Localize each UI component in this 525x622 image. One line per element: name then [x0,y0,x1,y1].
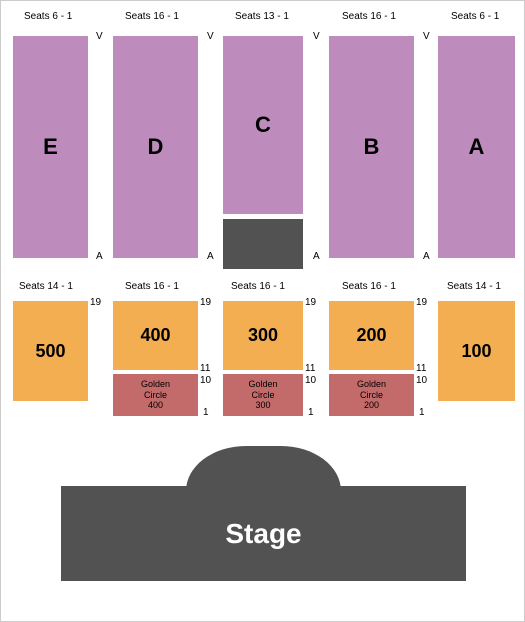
stage: Stage [61,486,466,581]
seats-label: Seats 16 - 1 [231,281,285,292]
seats-label: Seats 6 - 1 [24,11,72,22]
row-label: 11 [305,363,315,374]
row-label: 11 [416,363,426,374]
golden-l2: Circle [144,390,167,400]
row-label: V [313,31,320,42]
row-label: A [423,251,430,262]
row-label: A [313,251,320,262]
section-label: 500 [35,341,65,362]
lower-section-100[interactable]: 100 [438,301,515,401]
seats-label: Seats 16 - 1 [342,11,396,22]
row-label: 10 [416,375,427,386]
row-label: A [207,251,214,262]
row-label: 19 [305,297,316,308]
golden-l3: 200 [364,400,379,410]
golden-l2: Circle [360,390,383,400]
golden-circle-200[interactable]: Golden Circle 200 [329,374,414,416]
seats-label: Seats 14 - 1 [447,281,501,292]
seats-label: Seats 14 - 1 [19,281,73,292]
section-label: 400 [140,325,170,346]
section-label: D [148,134,164,160]
row-label: 1 [203,407,209,418]
lower-section-200[interactable]: 200 [329,301,414,370]
row-label: 19 [416,297,427,308]
row-label: 19 [90,297,101,308]
lower-section-500[interactable]: 500 [13,301,88,401]
section-label: 100 [461,341,491,362]
golden-circle-400[interactable]: Golden Circle 400 [113,374,198,416]
upper-section-B[interactable]: B [329,36,414,258]
lower-section-300[interactable]: 300 [223,301,303,370]
seating-chart: E D C B A Seats 6 - 1 Seats 16 - 1 Seats… [0,0,525,622]
section-label: C [255,112,271,138]
seats-label: Seats 13 - 1 [235,11,289,22]
golden-l3: 400 [148,400,163,410]
lower-section-400[interactable]: 400 [113,301,198,370]
section-label: B [364,134,380,160]
section-label: 200 [356,325,386,346]
upper-section-D[interactable]: D [113,36,198,258]
golden-l1: Golden [248,379,277,389]
golden-l1: Golden [141,379,170,389]
golden-circle-300[interactable]: Golden Circle 300 [223,374,303,416]
golden-l1: Golden [357,379,386,389]
row-label: 1 [419,407,425,418]
seats-label: Seats 16 - 1 [342,281,396,292]
golden-l2: Circle [251,390,274,400]
row-label: V [423,31,430,42]
golden-l3: 300 [255,400,270,410]
seats-label: Seats 16 - 1 [125,11,179,22]
upper-section-E[interactable]: E [13,36,88,258]
row-label: 10 [305,375,316,386]
dark-block [223,219,303,269]
row-label: 10 [200,375,211,386]
row-label: 11 [200,363,210,374]
upper-section-C[interactable]: C [223,36,303,214]
section-label: A [469,134,485,160]
row-label: 19 [200,297,211,308]
seats-label: Seats 16 - 1 [125,281,179,292]
seats-label: Seats 6 - 1 [451,11,499,22]
stage-bump [186,446,341,491]
section-label: E [43,134,58,160]
row-label: V [96,31,103,42]
row-label: V [207,31,214,42]
stage-label: Stage [225,518,301,550]
upper-section-A[interactable]: A [438,36,515,258]
section-label: 300 [248,325,278,346]
row-label: 1 [308,407,314,418]
row-label: A [96,251,103,262]
